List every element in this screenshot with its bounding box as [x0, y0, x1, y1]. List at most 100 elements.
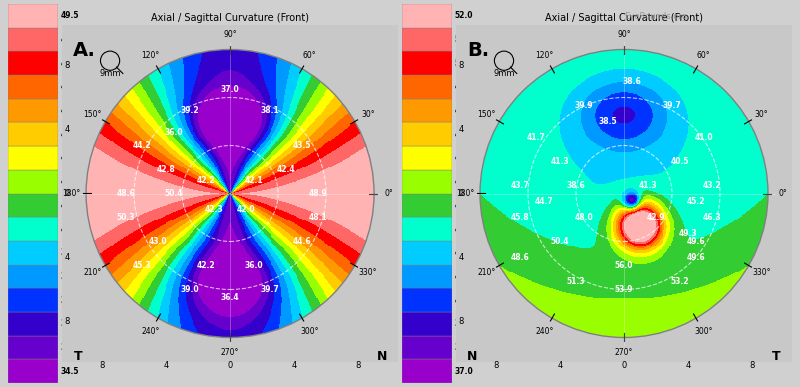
FancyBboxPatch shape: [402, 217, 452, 241]
Text: 42.3: 42.3: [205, 205, 223, 214]
Text: 210°: 210°: [477, 269, 495, 277]
Text: 53.9: 53.9: [614, 285, 634, 294]
Text: 30°: 30°: [755, 110, 769, 118]
Text: 38.6: 38.6: [622, 77, 642, 86]
Text: 39.9: 39.9: [574, 101, 594, 110]
Text: 42.0: 42.0: [454, 248, 474, 257]
FancyBboxPatch shape: [8, 99, 58, 122]
Text: 4: 4: [458, 125, 464, 134]
FancyBboxPatch shape: [402, 170, 452, 194]
Text: 4: 4: [291, 361, 297, 370]
Text: 40.5: 40.5: [61, 224, 79, 234]
Text: 48.9: 48.9: [309, 189, 327, 198]
Text: 44.7: 44.7: [534, 197, 554, 206]
Text: 45.5: 45.5: [61, 106, 79, 115]
Text: 300°: 300°: [694, 327, 713, 336]
Text: 41.3: 41.3: [638, 181, 658, 190]
Text: 50.0: 50.0: [454, 58, 473, 68]
Text: 38.0: 38.0: [454, 343, 474, 352]
Text: 36.4: 36.4: [221, 293, 239, 302]
Text: 330°: 330°: [358, 269, 377, 277]
Text: 120°: 120°: [142, 51, 160, 60]
Text: 8: 8: [458, 61, 464, 70]
FancyBboxPatch shape: [8, 51, 58, 75]
Text: 42.9: 42.9: [646, 213, 666, 222]
Text: 43.5: 43.5: [61, 153, 79, 163]
Text: 270°: 270°: [221, 348, 239, 357]
Text: 4: 4: [163, 361, 169, 370]
FancyBboxPatch shape: [8, 75, 58, 99]
Text: 43.0: 43.0: [454, 224, 474, 234]
FancyBboxPatch shape: [402, 288, 452, 312]
Text: 48.6: 48.6: [510, 253, 530, 262]
Text: 8: 8: [355, 361, 361, 370]
FancyBboxPatch shape: [402, 51, 452, 75]
Text: 42.5: 42.5: [61, 177, 79, 186]
Text: 43.7: 43.7: [510, 181, 530, 190]
Text: 48.6: 48.6: [117, 189, 135, 198]
Text: N: N: [467, 350, 477, 363]
Text: 210°: 210°: [83, 269, 102, 277]
Text: 150°: 150°: [477, 110, 495, 118]
Text: 49.6: 49.6: [686, 253, 706, 262]
Text: 51.0: 51.0: [454, 35, 473, 44]
Text: 39.2: 39.2: [181, 106, 199, 115]
Text: 180°: 180°: [62, 189, 80, 198]
Text: 120°: 120°: [535, 51, 554, 60]
Text: 4: 4: [65, 125, 70, 134]
Text: 37.0: 37.0: [454, 367, 474, 376]
Text: 39.0: 39.0: [454, 319, 474, 329]
Text: 34.5: 34.5: [61, 367, 79, 376]
FancyBboxPatch shape: [8, 146, 58, 170]
Text: 8: 8: [99, 361, 105, 370]
Text: 180°: 180°: [456, 189, 474, 198]
Text: 240°: 240°: [535, 327, 554, 336]
Text: 36.0: 36.0: [245, 261, 263, 270]
FancyBboxPatch shape: [8, 241, 58, 265]
Text: 47.0: 47.0: [454, 130, 474, 139]
Text: 45.8: 45.8: [510, 213, 530, 222]
Text: 41.3: 41.3: [550, 157, 570, 166]
Text: 8: 8: [65, 61, 70, 70]
Text: 42.2: 42.2: [197, 176, 215, 185]
Text: 30°: 30°: [361, 110, 374, 118]
Text: 0°: 0°: [385, 189, 394, 198]
Text: 50.3: 50.3: [117, 213, 135, 222]
Text: 44.2: 44.2: [133, 141, 151, 150]
Text: 9mm: 9mm: [99, 69, 121, 78]
FancyBboxPatch shape: [8, 122, 58, 146]
Text: 8: 8: [750, 361, 754, 370]
Text: 4: 4: [686, 361, 690, 370]
FancyBboxPatch shape: [402, 241, 452, 265]
Title: Axial / Sagittal Curvature (Front): Axial / Sagittal Curvature (Front): [151, 13, 309, 23]
Text: 41.7: 41.7: [526, 133, 546, 142]
Text: 90°: 90°: [617, 30, 631, 39]
Text: 43.2: 43.2: [702, 181, 722, 190]
FancyBboxPatch shape: [402, 194, 452, 217]
Text: 38.5: 38.5: [61, 272, 79, 281]
FancyBboxPatch shape: [402, 27, 452, 51]
Text: 39.7: 39.7: [662, 101, 682, 110]
FancyBboxPatch shape: [8, 217, 58, 241]
Text: 49.3: 49.3: [678, 229, 698, 238]
Text: T: T: [74, 350, 82, 363]
Text: 37.0: 37.0: [221, 85, 239, 94]
Text: 270°: 270°: [615, 348, 633, 357]
Text: 49.0: 49.0: [454, 82, 474, 91]
Text: 44.5: 44.5: [61, 130, 79, 139]
Text: 0: 0: [458, 189, 464, 198]
Text: 4: 4: [65, 253, 70, 262]
Text: T: T: [772, 350, 780, 363]
Text: 39.7: 39.7: [261, 285, 279, 294]
Text: 42.1: 42.1: [245, 176, 263, 185]
Text: 300°: 300°: [300, 327, 319, 336]
FancyBboxPatch shape: [402, 75, 452, 99]
FancyBboxPatch shape: [402, 336, 452, 360]
Text: 50.4: 50.4: [550, 237, 570, 246]
Text: 8: 8: [494, 361, 498, 370]
Text: 36.0: 36.0: [165, 128, 183, 137]
FancyBboxPatch shape: [8, 312, 58, 336]
Text: 56.0: 56.0: [614, 261, 634, 270]
Text: 43.0: 43.0: [149, 237, 167, 246]
Text: A.: A.: [74, 41, 96, 60]
